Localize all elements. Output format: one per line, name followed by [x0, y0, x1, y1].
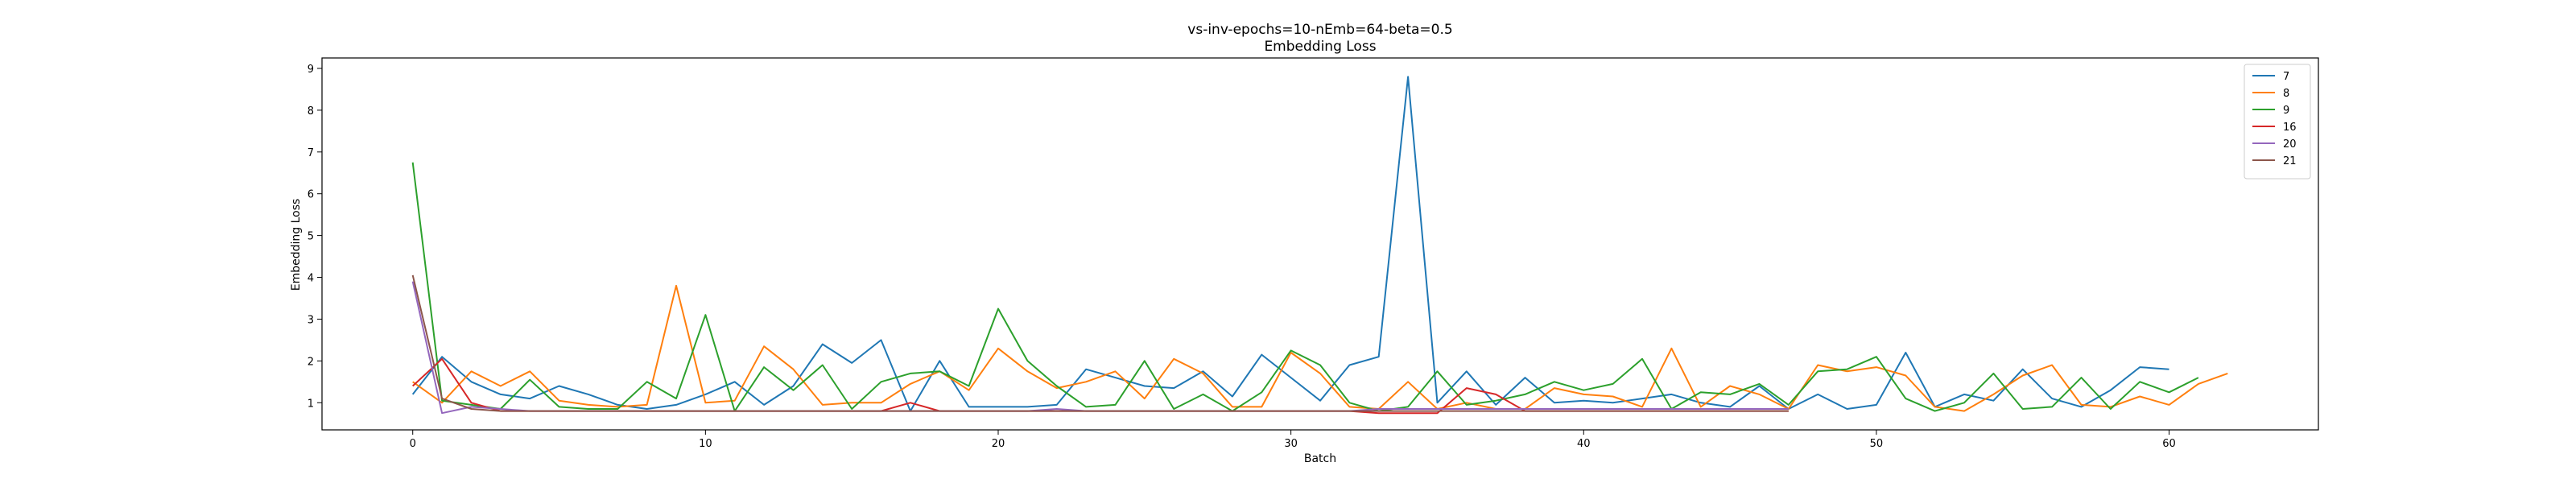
x-tick-label: 50 [1870, 438, 1884, 450]
x-tick-label: 60 [2162, 438, 2176, 450]
chart-subtitle: Embedding Loss [1264, 39, 1376, 55]
y-tick-label: 3 [308, 314, 314, 326]
legend-label-21: 21 [2283, 155, 2297, 167]
series-line-9 [411, 162, 2199, 412]
x-tick-label: 0 [410, 438, 416, 450]
y-tick-label: 4 [308, 273, 314, 285]
legend-label-16: 16 [2283, 122, 2297, 134]
x-axis-label: Batch [1304, 452, 1336, 465]
y-tick-label: 9 [308, 64, 314, 76]
y-axis-label: Embedding Loss [290, 199, 303, 291]
legend-box [2244, 64, 2311, 180]
legend-label-20: 20 [2283, 138, 2297, 151]
legend-label-7: 7 [2283, 71, 2289, 83]
y-tick-label: 1 [308, 398, 314, 410]
x-tick-label: 30 [1284, 438, 1298, 450]
plot-frame [321, 57, 2319, 431]
legend-label-8: 8 [2283, 88, 2289, 100]
series-line-8 [412, 284, 2228, 412]
series-line-21 [411, 275, 1789, 412]
series-line-7 [411, 76, 2169, 412]
plot-area: 0 10 20 30 40 50 60 1 2 3 4 5 6 7 8 9 7 8 9 16 20 21 [308, 57, 2319, 450]
x-tick-label: 40 [1577, 438, 1591, 450]
legend-label-9: 9 [2283, 105, 2289, 117]
x-tick-label: 20 [992, 438, 1005, 450]
y-tick-label: 8 [308, 105, 314, 118]
y-tick-label: 7 [308, 147, 314, 159]
y-tick-label: 2 [308, 356, 314, 368]
x-tick-label: 10 [699, 438, 712, 450]
y-tick-label: 5 [308, 231, 314, 243]
chart-title: vs-inv-epochs=10-nEmb=64-beta=0.5 [1187, 22, 1452, 38]
y-tick-label: 6 [308, 189, 314, 201]
